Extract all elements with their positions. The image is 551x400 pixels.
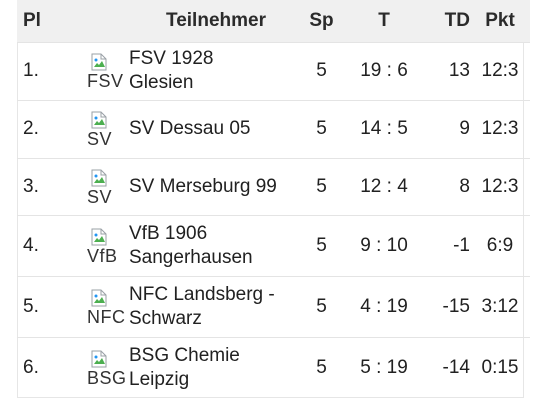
team-name-line1: VfB 1906 xyxy=(129,222,208,244)
team-name-cell[interactable]: FSV 1928 Glesien xyxy=(129,41,303,100)
team-name-cell[interactable]: NFC Landsberg - Schwarz xyxy=(129,275,303,337)
team-logo: VfB xyxy=(87,226,133,266)
logo-alt-text: SV xyxy=(87,129,113,149)
team-name-line1: SV Dessau 05 xyxy=(129,118,251,139)
logo-alt-text: VfB xyxy=(87,245,118,266)
goal-diff-cell: 13 xyxy=(428,41,470,100)
header-points: Pkt xyxy=(485,9,515,31)
points-cell: 3:12 xyxy=(470,275,530,337)
points-cell: 12:3 xyxy=(470,41,530,100)
place-cell: 3. xyxy=(17,157,79,215)
goals-cell: 4 : 19 xyxy=(340,275,428,337)
team-name-cell[interactable]: BSG Chemie Leipzig xyxy=(129,336,303,398)
team-name-line1: NFC Landsberg - xyxy=(129,283,275,305)
team-name-cell[interactable]: SV Merseburg 99 xyxy=(129,157,303,215)
place-cell: 6. xyxy=(17,336,79,398)
header-games: Sp xyxy=(309,9,334,31)
table-row[interactable]: 4. VfB VfB 1906 Sangerhausen 5 9 : 10 -1… xyxy=(17,214,530,276)
table-row[interactable]: 5. NFC NFC Landsberg - Schwarz 5 4 : 19 … xyxy=(17,275,530,337)
games-cell: 5 xyxy=(303,99,340,158)
broken-image-icon xyxy=(91,350,107,368)
broken-image-icon xyxy=(91,53,107,71)
table-row[interactable]: 2. SV SV Dessau 05 5 14 : 5 9 12:3 xyxy=(17,99,530,158)
points-cell: 12:3 xyxy=(470,157,530,215)
broken-image-icon xyxy=(91,289,107,306)
team-logo: SV xyxy=(87,167,133,207)
goals-cell: 5 : 19 xyxy=(340,336,428,398)
team-name-line1: FSV 1928 xyxy=(129,48,214,69)
points-cell: 0:15 xyxy=(470,336,530,398)
goals-cell: 9 : 10 xyxy=(340,214,428,276)
team-name-line1: BSG Chemie xyxy=(129,344,240,366)
games-cell: 5 xyxy=(303,41,340,100)
team-name-cell[interactable]: VfB 1906 Sangerhausen xyxy=(129,214,303,276)
logo-alt-text: NFC xyxy=(87,306,126,327)
goals-cell: 19 : 6 xyxy=(340,41,428,100)
broken-image-icon xyxy=(91,228,107,245)
team-name-line2: Schwarz xyxy=(129,307,202,329)
header-goals: T xyxy=(378,9,390,31)
logo-alt-text: SV xyxy=(87,186,113,207)
table-header-row: Pl Teilnehmer Sp T TD Pkt xyxy=(17,0,530,42)
place-cell: 4. xyxy=(17,214,79,276)
team-logo: FSV xyxy=(87,51,133,91)
goal-diff-cell: -1 xyxy=(428,214,470,276)
team-name-cell[interactable]: SV Dessau 05 xyxy=(129,99,303,158)
broken-image-icon xyxy=(91,111,107,129)
logo-alt-text: FSV xyxy=(87,71,124,91)
team-name-line1: SV Merseburg 99 xyxy=(129,175,277,197)
goal-diff-cell: 9 xyxy=(428,99,470,158)
goal-diff-cell: -15 xyxy=(428,275,470,337)
place-cell: 5. xyxy=(17,275,79,337)
team-name-line2: Leipzig xyxy=(129,368,190,390)
team-name-line2: Glesien xyxy=(129,72,194,93)
team-name-line2: Sangerhausen xyxy=(129,246,253,268)
header-participant: Teilnehmer xyxy=(166,9,266,31)
goals-cell: 14 : 5 xyxy=(340,99,428,158)
place-cell: 1. xyxy=(17,41,79,100)
table-row[interactable]: 1. FSV FSV 1928 Glesien 5 19 : 6 13 12:3 xyxy=(17,41,530,100)
games-cell: 5 xyxy=(303,275,340,337)
points-cell: 6:9 xyxy=(470,214,530,276)
logo-alt-text: BSG xyxy=(87,367,127,388)
games-cell: 5 xyxy=(303,336,340,398)
games-cell: 5 xyxy=(303,157,340,215)
team-logo: SV xyxy=(87,109,133,149)
header-goal-diff: TD xyxy=(444,9,470,31)
goals-cell: 12 : 4 xyxy=(340,157,428,215)
header-logo xyxy=(79,0,129,42)
points-cell: 12:3 xyxy=(470,99,530,158)
header-place: Pl xyxy=(23,9,41,31)
standings-table: Pl Teilnehmer Sp T TD Pkt 1. FSV FSV 192… xyxy=(17,0,530,398)
broken-image-icon xyxy=(91,169,107,186)
goal-diff-cell: 8 xyxy=(428,157,470,215)
table-row[interactable]: 6. BSG BSG Chemie Leipzig 5 5 : 19 -14 0… xyxy=(17,336,530,398)
place-cell: 2. xyxy=(17,99,79,158)
table-row[interactable]: 3. SV SV Merseburg 99 5 12 : 4 8 12:3 xyxy=(17,157,530,215)
goal-diff-cell: -14 xyxy=(428,336,470,398)
team-logo: BSG xyxy=(87,348,133,388)
team-logo: NFC xyxy=(87,287,133,327)
games-cell: 5 xyxy=(303,214,340,276)
